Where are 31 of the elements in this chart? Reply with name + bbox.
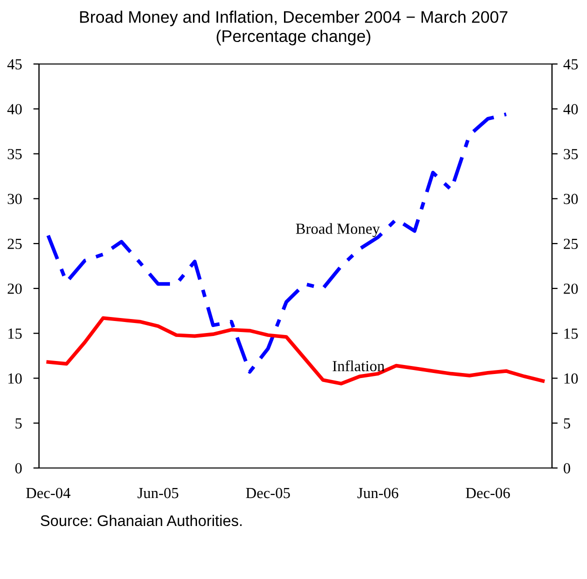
y-tick-label: 5 [16,418,22,429]
y2-tick-label: 20 [564,284,578,294]
y-tick-label: 30 [8,194,22,204]
y2-tick-label: 30 [564,194,578,204]
y2-tick-label: 10 [564,373,578,384]
source-note: Source: Ghanaian Authorities. [40,514,242,526]
chart-title: Broad Money and Inflation, December 2004 − March 2007 (Percentage change) [80,10,508,46]
y2-tick-label: 45 [563,59,578,70]
y-tick-label: 0 [15,463,22,474]
y-tick-label: 25 [8,238,22,250]
y-tick-label: 20 [8,284,22,294]
x-tick-label: Jun-05 [138,488,178,498]
y2-tick-label: 40 [563,104,578,114]
y-tick-label: 10 [8,373,22,384]
y2-tick-label: 35 [564,148,578,160]
y2-tick-label: 25 [564,238,578,250]
y-tick-label: 35 [8,148,22,160]
series-label: Inflation [332,360,385,372]
y2-tick-label: 15 [564,328,578,339]
y-tick-label: 45 [7,59,22,70]
x-tick-label: Dec-04 [26,488,70,498]
line-series [46,316,545,386]
x-tick-label: Dec-05 [246,488,290,498]
y2-tick-label: 5 [564,418,570,429]
y-tick-label: 40 [7,104,22,114]
line-series [46,112,508,374]
x-tick-label: Dec-06 [466,488,510,498]
y-tick-label: 15 [8,328,22,339]
series-label: Broad Money [296,223,380,238]
x-tick-label: Jun-06 [357,488,398,498]
y2-tick-label: 0 [564,463,570,474]
